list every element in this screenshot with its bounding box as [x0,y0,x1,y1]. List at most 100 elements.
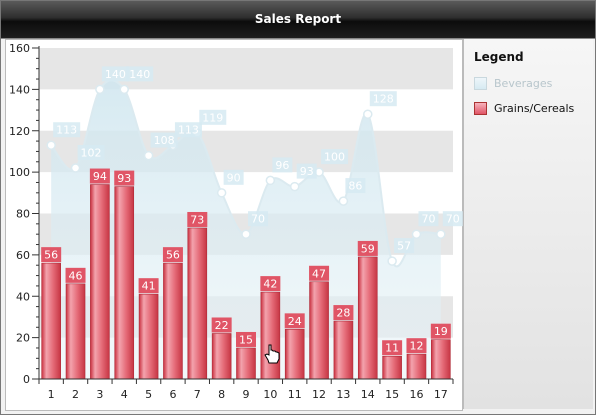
beverages-label-bg [101,66,129,82]
beverages-label-bg [394,238,415,254]
grains-data-label: 41 [138,278,159,294]
beverages-point[interactable] [411,229,422,239]
x-tick-label: 15 [385,388,399,401]
grains-data-label: 56 [162,247,183,263]
grains-bar[interactable] [382,355,402,380]
grains-data-label: 12 [406,338,427,354]
beverages-data-label: 128 [369,91,397,107]
grains-data-label: 59 [357,240,378,256]
grains-bar[interactable] [41,262,61,380]
beverages-label-bg [77,144,105,160]
grains-bar[interactable] [357,256,378,380]
grains-label-text: 28 [336,307,350,320]
beverages-data-label: 96 [272,157,293,173]
beverages-point[interactable] [363,109,373,119]
grains-bar[interactable] [309,281,329,380]
grains-bar[interactable] [284,329,305,380]
grains-data-label: 22 [211,317,232,333]
grains-label-text: 24 [288,315,302,328]
beverages-data-label: 113 [174,122,202,138]
grains-label-bg [406,338,427,354]
beverages-point[interactable] [241,229,251,239]
beverages-point[interactable] [265,175,276,186]
grains-bar[interactable] [406,353,427,380]
grains-bar[interactable] [236,347,256,380]
x-tick-label: 13 [336,388,350,401]
chart-title: Sales Report [254,12,342,26]
grains-label-text: 56 [44,249,58,262]
beverages-point[interactable] [119,84,129,95]
beverages-point[interactable] [95,84,105,95]
beverages-label-text: 70 [421,213,435,226]
beverages-label-bg [296,163,317,179]
beverages-label-bg [369,91,397,107]
beverages-point[interactable] [70,163,81,173]
beverages-data-label: 119 [199,109,227,125]
grains-data-label: 11 [382,340,403,356]
beverages-data-label: 70 [248,211,268,227]
grains-bar[interactable] [90,184,110,380]
grains-bar[interactable] [163,262,183,380]
beverages-data-label: 70 [418,211,439,227]
beverages-label-text: 128 [373,93,394,106]
x-tick-label: 5 [145,388,152,401]
grains-label-bg [187,211,208,227]
grains-label-bg [65,267,86,283]
grains-bar[interactable] [431,339,451,380]
grains-bar[interactable] [187,227,208,380]
beverages-label-text: 102 [81,146,102,159]
beverages-data-label: 57 [394,238,415,254]
beverages-label-bg [126,66,154,82]
grains-bar[interactable] [65,283,86,380]
beverages-point[interactable] [143,150,154,161]
grains-data-label: 94 [89,168,110,184]
grains-label-bg [357,240,378,256]
grains-label-text: 73 [190,213,204,226]
y-tick-label: 160 [9,42,30,55]
beverages-label-text: 140 [129,68,150,81]
beverages-label-text: 100 [324,151,345,164]
grains-label-text: 15 [239,333,253,346]
legend-swatch-beverages [474,77,487,90]
beverages-data-label: 102 [77,144,105,160]
grains-bar[interactable] [333,320,354,380]
grains-label-text: 59 [361,242,375,255]
grains-label-text: 93 [117,172,131,185]
grains-label-bg [41,247,62,263]
beverages-point[interactable] [338,196,349,206]
beverages-label-text: 86 [348,180,362,193]
x-tick-label: 6 [169,388,176,401]
beverages-label-text: 57 [397,240,411,253]
x-tick-label: 17 [434,388,448,401]
x-tick-label: 14 [361,388,375,401]
y-tick-label: 60 [16,249,30,262]
grains-label-bg [284,313,305,329]
beverages-point[interactable] [436,229,446,239]
beverages-data-label: 93 [296,163,317,179]
grains-bar[interactable] [260,291,281,380]
beverages-label-bg [272,157,293,173]
grains-data-label: 46 [65,267,86,283]
grid-band [39,48,453,90]
beverages-label-text: 140 [105,68,126,81]
x-tick-label: 11 [288,388,302,401]
x-tick-label: 7 [194,388,201,401]
x-tick-label: 10 [263,388,277,401]
beverages-point[interactable] [216,188,227,198]
grains-data-label: 42 [260,276,281,292]
title-bar: Sales Report [1,1,595,39]
beverages-point[interactable] [289,181,300,192]
grains-bar[interactable] [211,333,232,380]
grains-label-bg [138,278,159,294]
grains-label-text: 41 [142,280,156,293]
grains-label-bg [114,170,135,186]
beverages-label-text: 93 [300,165,314,178]
grains-data-label: 24 [284,313,305,329]
grains-bar[interactable] [114,186,135,380]
grains-bar[interactable] [138,293,159,380]
beverages-point[interactable] [46,140,56,150]
grains-label-text: 47 [312,267,326,280]
grains-label-bg [260,276,281,292]
beverages-point[interactable] [387,256,397,266]
